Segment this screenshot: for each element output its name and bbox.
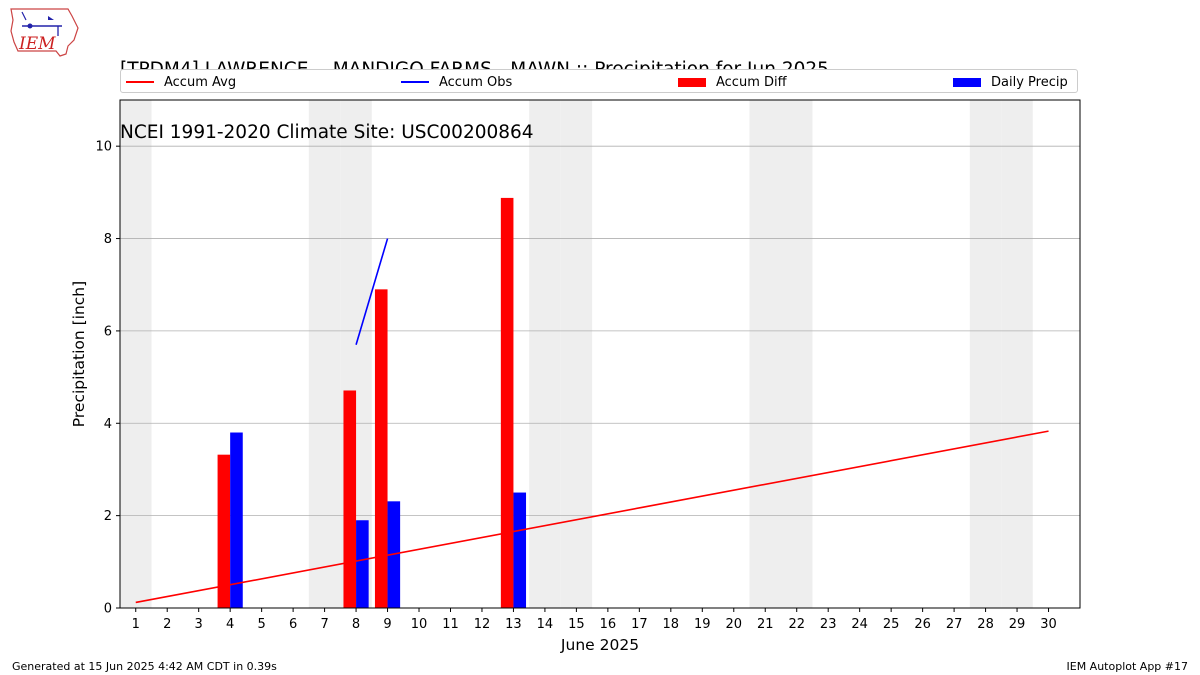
x-tick-label: 26 — [914, 617, 931, 632]
iem-logo: IEM — [8, 6, 80, 58]
x-tick-label: 7 — [320, 617, 328, 632]
legend-label-accum-obs: Accum Obs — [439, 74, 513, 90]
x-tick-label: 29 — [1009, 617, 1026, 632]
y-tick-label: 10 — [95, 140, 112, 155]
x-tick-label: 8 — [352, 617, 360, 632]
weekend-band — [308, 100, 341, 608]
bar-daily-precip — [230, 432, 243, 608]
legend-item-accum-obs: Accum Obs — [401, 70, 512, 94]
legend-label-daily-precip: Daily Precip — [991, 74, 1068, 90]
bar-daily-precip — [356, 520, 369, 608]
weekend-band — [529, 100, 561, 608]
x-tick-label: 9 — [383, 617, 391, 632]
chart-legend: Accum Avg Accum Obs Accum Diff Daily Pre… — [120, 69, 1078, 93]
y-tick-label: 6 — [104, 324, 112, 339]
plot-frame — [119, 99, 1081, 609]
generated-timestamp: Generated at 15 Jun 2025 4:42 AM CDT in … — [12, 660, 277, 673]
legend-item-accum-avg: Accum Avg — [126, 70, 236, 94]
x-tick-label: 3 — [195, 617, 203, 632]
x-tick-label: 28 — [977, 617, 994, 632]
logo-text: IEM — [18, 34, 56, 54]
weekend-band — [120, 100, 152, 608]
x-tick-label: 1 — [132, 617, 140, 632]
x-tick-label: 18 — [663, 617, 680, 632]
bar-accum-diff — [217, 454, 231, 608]
x-tick-label: 6 — [289, 617, 297, 632]
bar-accum-diff — [374, 289, 388, 608]
legend-label-accum-diff: Accum Diff — [716, 74, 787, 90]
x-tick-label: 5 — [257, 617, 265, 632]
x-tick-label: 14 — [537, 617, 554, 632]
bar-daily-precip — [513, 492, 527, 608]
weekend-band — [780, 100, 813, 608]
app-credit: IEM Autoplot App #17 — [1066, 660, 1189, 673]
line-accum-obs — [355, 238, 389, 345]
y-tick-label: 8 — [104, 232, 112, 247]
weekend-band — [1001, 100, 1033, 608]
x-tick-label: 21 — [757, 617, 774, 632]
x-tick-label: 10 — [411, 617, 428, 632]
legend-swatch-daily-precip — [953, 77, 981, 87]
legend-swatch-accum-avg — [126, 81, 154, 83]
x-tick-label: 22 — [788, 617, 805, 632]
x-tick-label: 15 — [568, 617, 585, 632]
x-tick-label: 2 — [163, 617, 171, 632]
x-tick-label: 23 — [820, 617, 837, 632]
weekend-band — [749, 100, 781, 608]
y-tick-label: 0 — [104, 602, 112, 617]
x-tick-label: 27 — [946, 617, 963, 632]
x-tick-label: 4 — [226, 617, 234, 632]
x-tick-label: 30 — [1040, 617, 1057, 632]
x-tick-label: 20 — [725, 617, 742, 632]
legend-item-accum-diff: Accum Diff — [678, 70, 787, 94]
line-accum-avg — [135, 430, 1049, 604]
legend-swatch-accum-diff — [678, 77, 706, 87]
weekend-band — [969, 100, 1002, 608]
title-line-2: NCEI 1991-2020 Climate Site: USC00200864 — [120, 122, 534, 143]
x-tick-label: 24 — [851, 617, 868, 632]
x-tick-label: 12 — [474, 617, 491, 632]
bar-accum-diff — [500, 197, 514, 608]
y-tick-label: 4 — [104, 417, 112, 432]
x-axis-label: June 2025 — [560, 636, 639, 654]
y-tick-label: 2 — [104, 509, 112, 524]
legend-item-daily-precip: Daily Precip — [953, 70, 1068, 94]
x-tick-label: 16 — [600, 617, 617, 632]
legend-swatch-accum-obs — [401, 81, 429, 83]
x-tick-label: 17 — [631, 617, 648, 632]
x-tick-label: 13 — [505, 617, 522, 632]
x-tick-label: 25 — [883, 617, 900, 632]
iowa-map-icon: IEM — [10, 8, 79, 57]
x-tick-label: 19 — [694, 617, 711, 632]
x-tick-label: 11 — [442, 617, 459, 632]
y-axis-label: Precipitation [inch] — [70, 281, 88, 427]
legend-label-accum-avg: Accum Avg — [164, 74, 237, 90]
bar-accum-diff — [343, 390, 357, 608]
weekend-band — [560, 100, 593, 608]
